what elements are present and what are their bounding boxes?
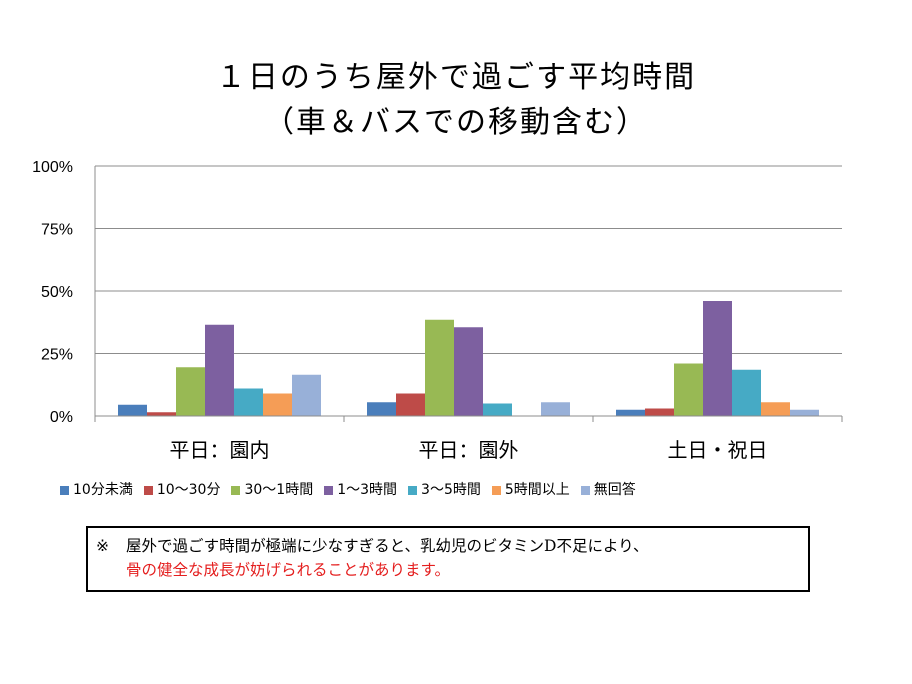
- chart-title-line2: （車＆バスでの移動含む）: [264, 105, 648, 140]
- legend-swatch: [408, 485, 418, 495]
- chart-title-line1: １日のうち屋外で過ごす平均時間: [215, 60, 697, 95]
- y-tick-label: 0%: [50, 409, 73, 426]
- bar-3-3: [674, 363, 703, 416]
- legend-swatch: [580, 485, 590, 495]
- legend-label: 3～5時間: [421, 482, 481, 498]
- legend-item: 無回答: [580, 481, 636, 499]
- bar-5-1: [234, 388, 263, 416]
- bar-6-1: [263, 393, 292, 416]
- x-category-label: 平日：園外: [419, 438, 519, 462]
- y-tick-label: 25%: [41, 347, 73, 364]
- legend-item: 3～5時間: [408, 481, 481, 499]
- bar-7-3: [790, 409, 819, 416]
- legend-label: 10～30分: [156, 482, 221, 498]
- legend-item: 1～3時間: [324, 481, 397, 499]
- x-category-label: 平日：園内: [170, 438, 270, 462]
- bar-4-1: [205, 324, 234, 416]
- legend-swatch: [491, 485, 501, 495]
- bar-7-2: [541, 402, 570, 416]
- bar-1-3: [616, 409, 645, 416]
- bar-2-3: [645, 408, 674, 416]
- legend-item: 5時間以上: [491, 481, 570, 499]
- bar-7-1: [292, 374, 321, 416]
- legend-label: 30～1時間: [244, 482, 314, 498]
- legend-label: 10分未満: [73, 482, 133, 498]
- legend-label: 5時間以上: [504, 482, 570, 498]
- bar-3-1: [176, 367, 205, 416]
- bar-4-2: [454, 327, 483, 416]
- legend-label: 1～3時間: [337, 482, 398, 498]
- bar-2-1: [147, 412, 176, 416]
- bar-chart: 0% 25% 50% 75% 100% 平日：園内 平日：園外 土日・祝日: [32, 159, 843, 462]
- note-line-1: ※ 屋外で過ごす時間が極端に少なすぎると、乳幼児のビタミンD不足により、: [96, 534, 800, 558]
- note-text-1: 屋外で過ごす時間が極端に少なすぎると、乳幼児のビタミンD不足により、: [126, 537, 649, 555]
- bar-1-1: [118, 404, 147, 416]
- bar-5-2: [483, 403, 512, 416]
- legend-label: 無回答: [593, 482, 636, 498]
- bar-4-3: [703, 301, 732, 416]
- legend-swatch: [143, 485, 153, 495]
- y-tick-label: 50%: [41, 284, 73, 301]
- note-text-2: 骨の健全な成長が妨げられることがあります。: [126, 561, 450, 579]
- y-tick-label: 75%: [41, 222, 73, 239]
- legend-swatch: [231, 485, 241, 495]
- legend-swatch: [324, 485, 334, 495]
- note-mark: ※: [96, 537, 109, 555]
- x-category-label: 土日・祝日: [668, 438, 768, 462]
- bar-1-2: [367, 402, 396, 416]
- bar-5-3: [732, 369, 761, 416]
- chart-legend: 10分未満 10～30分 30～1時間 1～3時間 3～5時間 5時間以上 無回答: [60, 481, 860, 499]
- note-box: ※ 屋外で過ごす時間が極端に少なすぎると、乳幼児のビタミンD不足により、 骨の健全…: [86, 526, 810, 592]
- bar-2-2: [396, 393, 425, 416]
- legend-item: 10分未満: [60, 481, 133, 499]
- legend-item: 30～1時間: [231, 481, 313, 499]
- legend-swatch: [60, 485, 69, 495]
- bar-3-2: [425, 319, 454, 416]
- legend-item: 10～30分: [143, 481, 221, 499]
- bar-6-3: [761, 402, 790, 416]
- y-tick-label: 100%: [32, 159, 73, 176]
